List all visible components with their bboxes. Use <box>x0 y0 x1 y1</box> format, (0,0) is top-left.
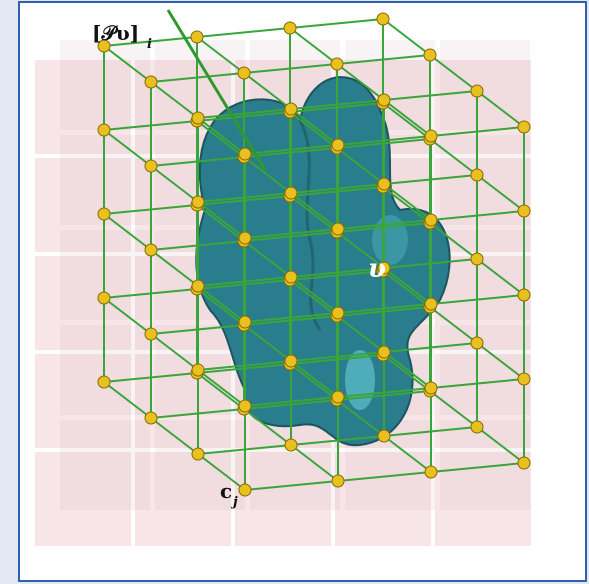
lattice-node <box>239 484 251 496</box>
lattice-node <box>239 316 251 328</box>
lattice-node <box>425 130 437 142</box>
lattice-node <box>331 58 343 70</box>
lattice-node <box>285 187 297 199</box>
page: [𝒫υ] i υ c j (() => { const data = JSON.… <box>0 0 589 584</box>
lattice-node <box>191 31 203 43</box>
lattice-node <box>238 67 250 79</box>
lattice-node <box>332 475 344 487</box>
projection-index: i <box>147 37 152 52</box>
lattice-node <box>424 49 436 61</box>
lattice-node <box>332 223 344 235</box>
lattice-node <box>425 382 437 394</box>
lattice-node <box>425 298 437 310</box>
lattice-node <box>518 373 530 385</box>
voxel-face <box>440 325 530 415</box>
lattice-node <box>471 253 483 265</box>
lattice-node <box>145 76 157 88</box>
lattice-node <box>285 355 297 367</box>
lattice-node <box>145 328 157 340</box>
lattice-node <box>239 400 251 412</box>
voxel-face <box>440 40 530 130</box>
lattice-node <box>98 292 110 304</box>
lattice-node <box>285 271 297 283</box>
lattice-node <box>145 160 157 172</box>
lattice-node <box>471 337 483 349</box>
lattice-node <box>284 22 296 34</box>
field-label: υ <box>368 254 386 284</box>
lattice-node <box>192 448 204 460</box>
lattice-node <box>145 412 157 424</box>
lattice-node <box>98 124 110 136</box>
lattice-node <box>425 466 437 478</box>
lattice-node <box>332 139 344 151</box>
lattice-node <box>471 169 483 181</box>
node-label: c <box>220 479 232 503</box>
lattice-node <box>192 364 204 376</box>
voxel-face <box>440 230 530 320</box>
lattice-node <box>518 121 530 133</box>
lattice-node <box>518 289 530 301</box>
figure: [𝒫υ] i υ c j <box>0 0 589 584</box>
projection-label: [𝒫υ] <box>92 21 139 45</box>
lattice-node <box>192 196 204 208</box>
lattice-node <box>471 421 483 433</box>
lattice-node <box>192 280 204 292</box>
lattice-node <box>239 232 251 244</box>
lattice-node <box>145 244 157 256</box>
lattice-node <box>378 94 390 106</box>
lattice-node <box>378 178 390 190</box>
lattice-node <box>285 103 297 115</box>
lattice-node <box>377 13 389 25</box>
lattice-node <box>425 214 437 226</box>
lattice-node <box>471 85 483 97</box>
lattice-node <box>239 148 251 160</box>
lattice-node <box>518 205 530 217</box>
lattice-node <box>192 112 204 124</box>
lattice-node <box>378 430 390 442</box>
lattice-node <box>98 376 110 388</box>
lattice-node <box>378 346 390 358</box>
lattice-node <box>332 391 344 403</box>
lattice-node <box>332 307 344 319</box>
lattice-node <box>285 439 297 451</box>
lattice-node <box>518 457 530 469</box>
voxel-face <box>250 420 340 510</box>
lattice-node <box>98 208 110 220</box>
